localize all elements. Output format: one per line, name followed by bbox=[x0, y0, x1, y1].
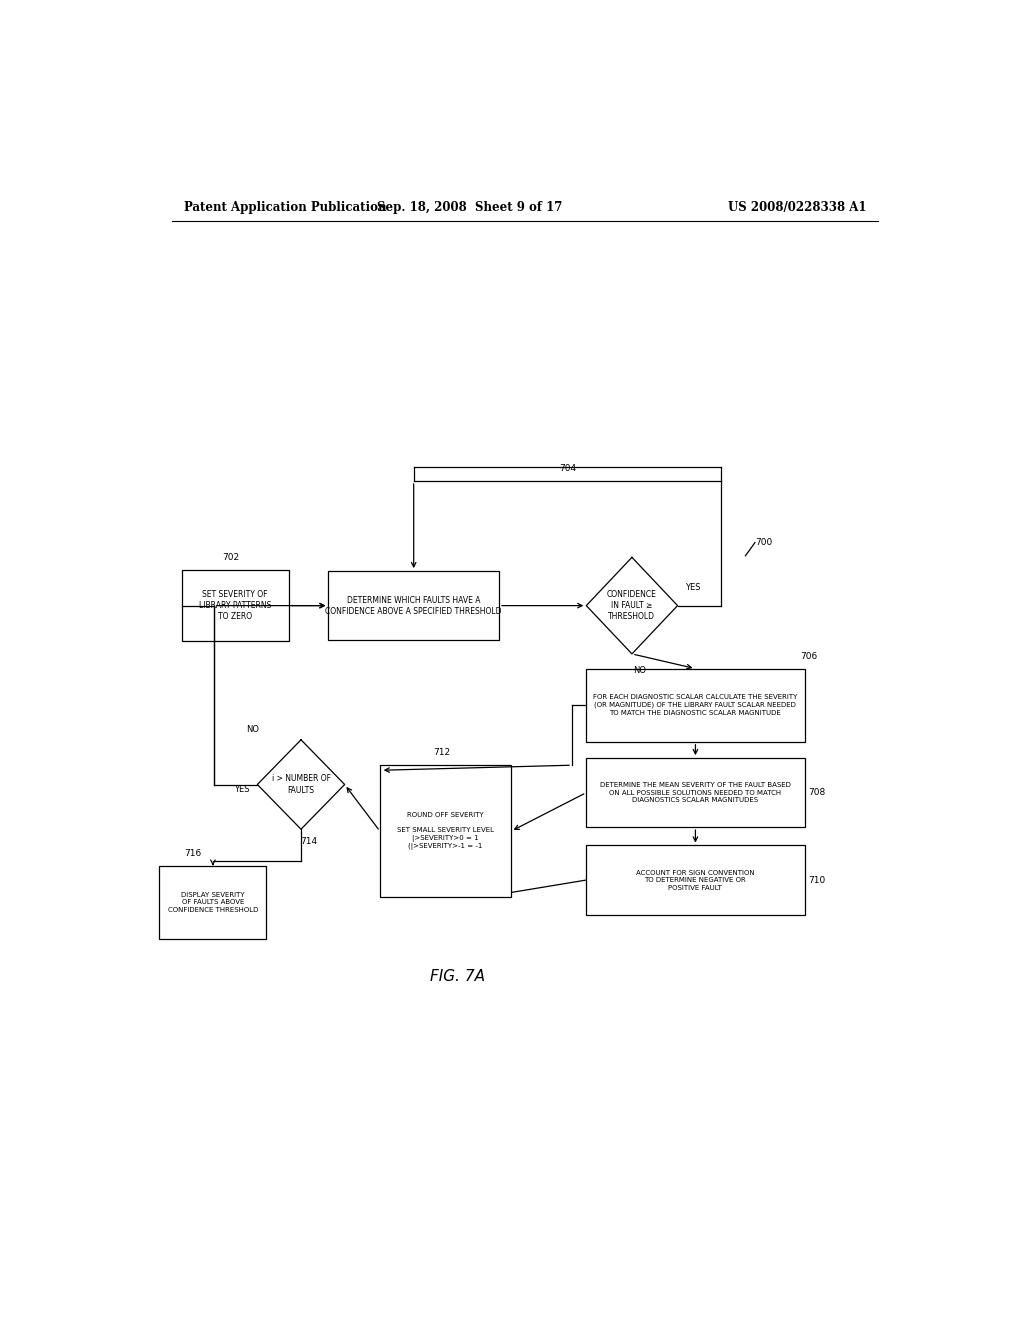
Text: Patent Application Publication: Patent Application Publication bbox=[183, 201, 386, 214]
Text: SET SEVERITY OF
LIBRARY PATTERNS
TO ZERO: SET SEVERITY OF LIBRARY PATTERNS TO ZERO bbox=[199, 590, 271, 622]
Text: NO: NO bbox=[246, 725, 259, 734]
Text: 708: 708 bbox=[809, 788, 825, 797]
Text: ROUND OFF SEVERITY

SET SMALL SEVERITY LEVEL
|>SEVERITY>0 = 1
(|>SEVERITY>-1 = -: ROUND OFF SEVERITY SET SMALL SEVERITY LE… bbox=[397, 812, 494, 850]
Text: i > NUMBER OF
FAULTS: i > NUMBER OF FAULTS bbox=[271, 775, 331, 795]
Text: YES: YES bbox=[233, 785, 250, 795]
Text: 716: 716 bbox=[184, 849, 202, 858]
FancyBboxPatch shape bbox=[380, 766, 511, 898]
Polygon shape bbox=[257, 739, 345, 829]
Text: 712: 712 bbox=[433, 748, 450, 758]
FancyBboxPatch shape bbox=[329, 572, 499, 640]
Text: 704: 704 bbox=[559, 465, 577, 474]
Text: 706: 706 bbox=[801, 652, 818, 661]
Text: DISPLAY SEVERITY
OF FAULTS ABOVE
CONFIDENCE THRESHOLD: DISPLAY SEVERITY OF FAULTS ABOVE CONFIDE… bbox=[168, 892, 258, 913]
Text: US 2008/0228338 A1: US 2008/0228338 A1 bbox=[727, 201, 866, 214]
FancyBboxPatch shape bbox=[587, 669, 805, 742]
Text: YES: YES bbox=[685, 583, 701, 591]
Text: 700: 700 bbox=[755, 539, 772, 546]
Text: DETERMINE WHICH FAULTS HAVE A
CONFIDENCE ABOVE A SPECIFIED THRESHOLD: DETERMINE WHICH FAULTS HAVE A CONFIDENCE… bbox=[326, 595, 502, 615]
FancyBboxPatch shape bbox=[160, 866, 266, 939]
FancyBboxPatch shape bbox=[181, 570, 289, 642]
FancyBboxPatch shape bbox=[587, 758, 805, 828]
Text: ACCOUNT FOR SIGN CONVENTION
TO DETERMINE NEGATIVE OR
POSITIVE FAULT: ACCOUNT FOR SIGN CONVENTION TO DETERMINE… bbox=[636, 870, 755, 891]
Text: Sep. 18, 2008  Sheet 9 of 17: Sep. 18, 2008 Sheet 9 of 17 bbox=[377, 201, 562, 214]
Text: 714: 714 bbox=[300, 837, 317, 846]
Text: FIG. 7A: FIG. 7A bbox=[430, 969, 484, 985]
Text: CONFIDENCE
IN FAULT ≥
THRESHOLD: CONFIDENCE IN FAULT ≥ THRESHOLD bbox=[607, 590, 656, 622]
FancyBboxPatch shape bbox=[587, 846, 805, 915]
Polygon shape bbox=[587, 557, 678, 653]
Text: DETERMINE THE MEAN SEVERITY OF THE FAULT BASED
ON ALL POSSIBLE SOLUTIONS NEEDED : DETERMINE THE MEAN SEVERITY OF THE FAULT… bbox=[600, 783, 791, 803]
Text: 702: 702 bbox=[222, 553, 240, 562]
Text: NO: NO bbox=[634, 665, 646, 675]
Text: 710: 710 bbox=[809, 875, 825, 884]
Text: FOR EACH DIAGNOSTIC SCALAR CALCULATE THE SEVERITY
(OR MAGNITUDE) OF THE LIBRARY : FOR EACH DIAGNOSTIC SCALAR CALCULATE THE… bbox=[593, 694, 798, 715]
